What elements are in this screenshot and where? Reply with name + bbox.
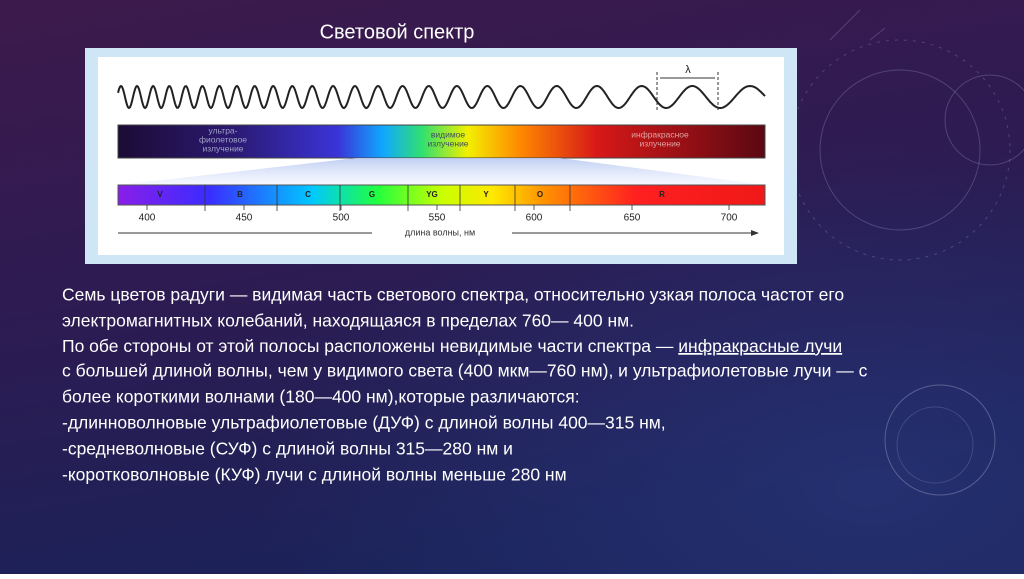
body-line: -средневолновые (СУФ) с длиной волны 315…	[62, 439, 513, 459]
body: Семь цветов радуги — видимая часть свето…	[62, 285, 868, 485]
color-label: R	[659, 190, 665, 199]
spectrum-bar	[117, 124, 766, 159]
tick-label: 600	[526, 213, 543, 224]
axis-label-bg	[372, 227, 512, 239]
body-text: По обе стороны от этой полосы расположен…	[62, 336, 678, 356]
color-label: C	[305, 190, 311, 199]
color-label: V	[157, 190, 163, 199]
color-label: B	[237, 190, 243, 199]
color-label: Y	[483, 190, 489, 199]
uv-label: излучение	[202, 143, 243, 153]
tick-label: 650	[624, 213, 641, 224]
color-label: YG	[426, 190, 438, 199]
visible-bar	[117, 184, 766, 206]
axis-label: длина волны, нм	[405, 227, 475, 237]
visible-label: излучение	[427, 138, 468, 148]
link[interactable]: инфракрасные лучи	[678, 336, 842, 356]
color-label: O	[537, 190, 543, 199]
body-line: более короткими волнами (180—400 нм),кот…	[62, 387, 580, 407]
body-line: По обе стороны от этой полосы расположен…	[62, 336, 842, 356]
ir-label: инфракрасное	[631, 129, 689, 139]
body-line: Семь цветов радуги — видимая часть свето…	[62, 285, 844, 305]
lambda-label: λ	[685, 64, 691, 76]
tick-label: 500	[333, 213, 350, 224]
ir-label: излучение	[639, 138, 680, 148]
wave	[117, 84, 766, 110]
figure: λ ультра- фиолетовое излучение видимое и…	[85, 48, 797, 264]
body-line: с большей длиной волны, чем у видимого с…	[62, 361, 868, 381]
slide-title: Световой спектр	[320, 21, 475, 43]
color-label: G	[369, 190, 375, 199]
uv-label: фиолетовое	[199, 134, 247, 144]
body-line: -длинноволновые ультрафиолетовые (ДУФ) с…	[62, 413, 666, 433]
tick-label: 400	[139, 213, 156, 224]
visible-label: видимое	[431, 129, 466, 139]
tick-label: 450	[236, 213, 253, 224]
body-line: электромагнитных колебаний, находящаяся …	[62, 311, 634, 331]
tick-label: 700	[721, 213, 738, 224]
zoom-projection	[118, 158, 765, 185]
tick-label: 550	[429, 213, 446, 224]
decoration	[789, 9, 1024, 496]
body-line: -коротковолновые (КУФ) лучи с длиной вол…	[62, 465, 567, 485]
uv-label: ультра-	[209, 125, 238, 135]
